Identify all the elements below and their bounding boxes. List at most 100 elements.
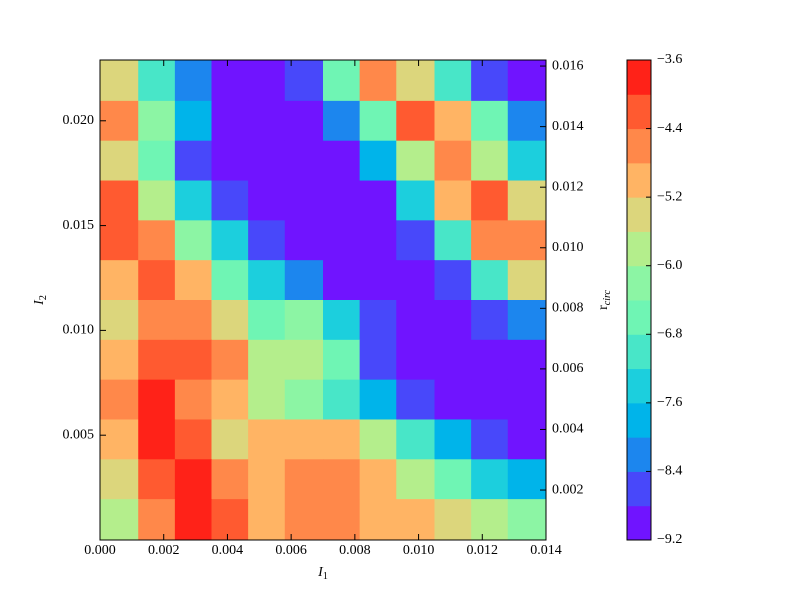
contour-cell <box>359 459 397 500</box>
contour-cell <box>284 300 324 341</box>
contour-cell <box>434 60 472 102</box>
contour-cell <box>174 60 212 102</box>
contour-cell <box>359 180 397 221</box>
y2-label-sub: circ <box>602 290 613 306</box>
contour-cell <box>100 459 139 500</box>
contour-cell <box>323 60 361 102</box>
y-tick-label: 0.015 <box>63 218 95 233</box>
contour-cell <box>138 180 176 221</box>
contour-cell <box>211 459 249 500</box>
contour-cell <box>471 140 509 182</box>
colorbar-tick-label: −5.2 <box>657 189 682 204</box>
contour-cell <box>211 140 249 182</box>
contour-cell <box>434 419 472 460</box>
contour-cell <box>471 220 509 261</box>
contour-cell <box>396 459 435 500</box>
contour-cell <box>211 220 249 261</box>
contour-cell <box>138 220 176 261</box>
colorbar-frame <box>626 59 652 541</box>
colorbar-band <box>627 60 651 95</box>
colorbar-tick-label: −3.6 <box>657 52 682 67</box>
contour-cell <box>507 419 547 460</box>
contour-cell <box>100 419 139 460</box>
contour-cell <box>359 300 397 341</box>
contour-cell <box>284 220 324 261</box>
x-tick-label: 0.008 <box>339 543 371 558</box>
contour-cell <box>323 339 361 381</box>
x-tick-label: 0.006 <box>275 543 307 558</box>
contour-cell <box>248 379 286 420</box>
contour-cell <box>174 100 212 142</box>
contour-cell <box>138 260 176 301</box>
contour-cell <box>211 339 249 381</box>
contour-cell <box>323 260 361 301</box>
contour-cell <box>323 140 361 182</box>
colorbar-band <box>627 197 651 232</box>
contour-cell <box>284 419 324 460</box>
contour-cell <box>471 419 509 460</box>
contour-cell <box>507 140 547 182</box>
y-tick-label: 0.005 <box>63 427 95 442</box>
contour-cell <box>507 499 547 541</box>
y-axis-label: I2 <box>32 295 49 306</box>
contour-cell <box>174 300 212 341</box>
contour-cell <box>100 60 139 102</box>
contour-cell <box>396 419 435 460</box>
x-tick-label: 0.000 <box>84 543 116 558</box>
contour-cell <box>138 459 176 500</box>
contour-cell <box>359 379 397 420</box>
contour-cell <box>248 499 286 541</box>
contour-cell <box>434 379 472 420</box>
contour-cell <box>471 180 509 221</box>
colorbar-band <box>627 94 651 130</box>
contour-cell <box>471 499 509 541</box>
contour-cell <box>248 220 286 261</box>
contour-cell <box>100 379 139 420</box>
y2-tick-label: 0.004 <box>552 422 584 437</box>
contour-cell <box>100 260 139 301</box>
x-axis-label: I1 <box>317 565 328 582</box>
contour-cell <box>507 100 547 142</box>
contour-cell <box>434 339 472 381</box>
contour-cell <box>248 339 286 381</box>
contour-cell <box>359 499 397 541</box>
x-label-main: I <box>317 565 324 580</box>
contour-cell <box>284 339 324 381</box>
x-tick-label: 0.002 <box>148 543 180 558</box>
contour-cell <box>434 499 472 541</box>
y-label-sub: 2 <box>38 295 49 300</box>
x-tick-label: 0.012 <box>467 543 499 558</box>
contour-cell <box>174 419 212 460</box>
y2-tick-label: 0.002 <box>552 482 584 497</box>
contour-cell <box>471 459 509 500</box>
contour-cell <box>138 300 176 341</box>
contour-cell <box>396 379 435 420</box>
contour-cell <box>323 419 361 460</box>
x-tick-label: 0.004 <box>212 543 244 558</box>
contour-cell <box>284 499 324 541</box>
colorbar-tick-label: −8.4 <box>657 464 682 479</box>
contour-cell <box>507 180 547 221</box>
contour-cell <box>100 180 139 221</box>
contour-cell <box>174 260 212 301</box>
x-label-sub: 1 <box>323 571 328 582</box>
colorbar-tick-label: −7.6 <box>657 395 682 410</box>
contour-cell <box>434 140 472 182</box>
contour-cell <box>359 140 397 182</box>
y2-tick-label: 0.010 <box>552 240 584 255</box>
contour-cell <box>359 419 397 460</box>
colorbar-band <box>627 437 651 472</box>
y-tick-label: 0.010 <box>63 323 95 338</box>
contour-cell <box>248 260 286 301</box>
contour-cell <box>138 140 176 182</box>
contour-cell <box>248 180 286 221</box>
contour-cell <box>211 379 249 420</box>
y2-tick-label: 0.014 <box>552 119 584 134</box>
contour-cell <box>396 180 435 221</box>
contour-cell <box>174 140 212 182</box>
colorbar-tick-label: −4.4 <box>657 121 682 136</box>
contour-cell <box>507 260 547 301</box>
contour-cell <box>507 220 547 261</box>
contour-cell <box>471 339 509 381</box>
